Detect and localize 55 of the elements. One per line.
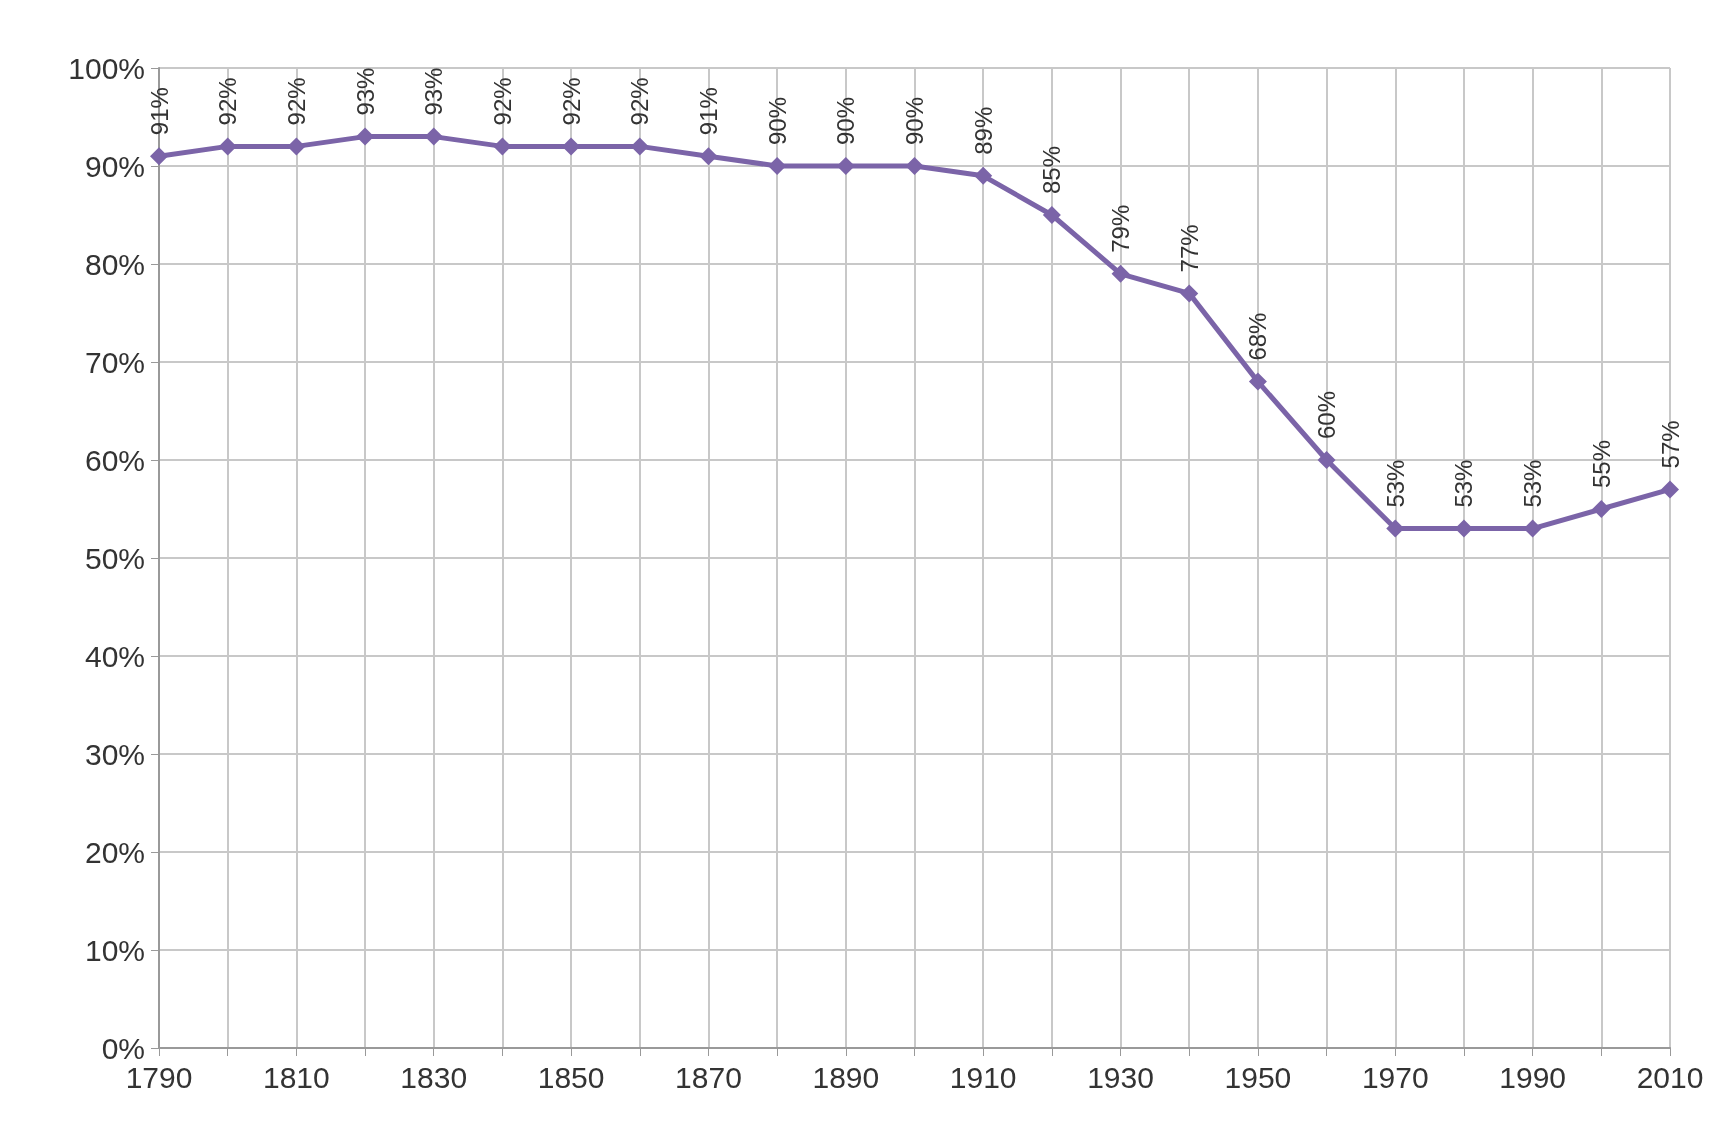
point [1248, 372, 1267, 391]
y-tick-label: 100% [68, 51, 145, 85]
point [1661, 480, 1679, 499]
x-tick-label: 1930 [1087, 1060, 1154, 1094]
x-tick-label: 1810 [262, 1060, 330, 1094]
data-label: 90% [763, 96, 791, 145]
y-tick-label: 10% [84, 933, 145, 967]
data-label: 89% [969, 106, 997, 155]
x-tick-label: 1830 [400, 1060, 468, 1094]
data-label: 53% [1519, 459, 1547, 508]
y-tick-label: 20% [84, 835, 145, 869]
point [1592, 500, 1611, 518]
data-label: 92% [488, 77, 516, 126]
data-label: 85% [1038, 145, 1066, 194]
y-tick-label: 80% [84, 247, 145, 281]
y-tick-label: 50% [84, 541, 145, 575]
x-tick-label: 1970 [1361, 1060, 1429, 1094]
x-tick-label: 1990 [1499, 1060, 1567, 1094]
data-label: 90% [901, 96, 928, 145]
point [1042, 206, 1061, 224]
data-label: 93% [420, 67, 448, 116]
data-label: 91% [145, 87, 173, 136]
x-tick-label: 1870 [675, 1060, 742, 1094]
data-label: 68% [1244, 312, 1272, 361]
data-label: 93% [351, 67, 379, 116]
data-label: 53% [1381, 459, 1409, 508]
point [699, 147, 718, 166]
point [150, 147, 168, 166]
point [1317, 451, 1336, 469]
y-tick-label: 30% [84, 737, 145, 771]
x-tick-label: 1850 [537, 1060, 605, 1094]
data-label: 79% [1107, 204, 1135, 253]
y-tick-label: 70% [84, 345, 145, 379]
data-label: 91% [694, 87, 722, 136]
point [1180, 284, 1199, 303]
x-tick-label: 2010 [1636, 1060, 1704, 1094]
data-label: 60% [1313, 390, 1341, 439]
x-tick-label: 1910 [949, 1060, 1017, 1094]
data-label: 55% [1587, 439, 1615, 488]
point [974, 166, 993, 185]
y-tick-label: 60% [84, 443, 145, 477]
x-tick-label: 1890 [812, 1060, 880, 1094]
data-label: 92% [282, 77, 310, 126]
data-label: 92% [557, 77, 585, 126]
data-label: 77% [1175, 224, 1203, 273]
data-label: 92% [626, 77, 654, 126]
x-tick-label: 1950 [1224, 1060, 1292, 1094]
data-label: 92% [214, 77, 242, 126]
data-label: 90% [832, 96, 860, 145]
data-label: 57% [1656, 420, 1684, 469]
data-label: 53% [1450, 459, 1478, 508]
point [1111, 264, 1130, 283]
point [905, 157, 924, 175]
y-tick-label: 40% [84, 639, 145, 673]
y-tick-label: 90% [84, 149, 145, 183]
